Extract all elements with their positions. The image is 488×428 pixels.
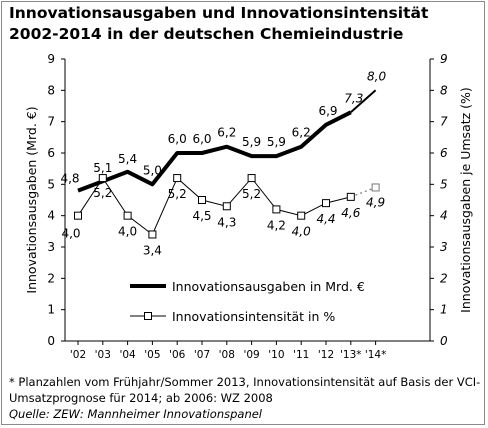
data-point-intensitaet: [272, 205, 281, 214]
data-point-intensitaet: [222, 202, 231, 211]
x-tick-label: '09: [243, 349, 259, 361]
x-tick-label: '05: [144, 349, 160, 361]
data-label-innovationsausgaben: 5,9: [242, 135, 261, 149]
series-line-innovationsausgaben-forecast: [350, 89, 377, 114]
x-tick-label: '14*: [365, 349, 387, 361]
chart-title: Innovationsausgaben und Innovationsinten…: [9, 4, 429, 43]
data-label-innovationsausgaben: 5,9: [267, 135, 286, 149]
y-tick-label-left: 6: [47, 146, 55, 160]
y-tick-label-right: 4: [440, 209, 448, 223]
x-tick-label: '04: [119, 349, 136, 361]
y-tick-label-right: 6: [440, 146, 448, 160]
legend-marker-intensitaet: [144, 312, 152, 320]
data-label-intensitaet: 4,6: [341, 206, 360, 220]
y-tick-label-right: 8: [440, 83, 448, 97]
y-tick-label-left: 2: [47, 271, 55, 285]
y-tick-label-right: 3: [440, 240, 448, 254]
x-tick-label: '11: [293, 349, 309, 361]
data-label-intensitaet: 4,0: [118, 225, 137, 239]
data-point-intensitaet: [148, 230, 157, 239]
data-point-intensitaet: [123, 211, 132, 220]
y-tick-label-left: 7: [47, 115, 55, 129]
data-label-innovationsausgaben: 6,9: [318, 104, 337, 118]
series-layer: [74, 89, 380, 239]
x-tick-label: '12: [318, 349, 334, 361]
data-point-intensitaet: [98, 174, 107, 183]
data-label-intensitaet: 5,2: [93, 186, 112, 200]
data-label-innovationsausgaben: 6,2: [292, 126, 311, 140]
y-tick-label-left: 0: [47, 334, 55, 348]
series-line-innovationsintensitaet: [77, 177, 351, 236]
x-tick-label: '07: [194, 349, 210, 361]
data-label-innovationsausgaben: 6,2: [217, 126, 236, 140]
data-label-intensitaet: 3,4: [143, 243, 162, 257]
data-label-intensitaet: 4,0: [61, 227, 80, 241]
x-tick-label: '02: [70, 349, 86, 361]
data-label-intensitaet: 4,4: [316, 212, 335, 226]
y-tick-label-right: 0: [440, 334, 448, 348]
data-label-intensitaet: 4,5: [192, 209, 211, 223]
data-point-intensitaet: [346, 192, 355, 201]
y-tick-label-left: 3: [47, 240, 55, 254]
data-point-intensitaet: [198, 196, 206, 204]
data-point-intensitaet: [297, 211, 306, 220]
data-point-intensitaet: [74, 211, 82, 220]
data-label-innovationsausgaben: 8,0: [367, 69, 386, 83]
y-tick-label-left: 4: [47, 209, 55, 223]
footnote-note: * Planzahlen vom Frühjahr/Sommer 2013, I…: [9, 375, 481, 405]
data-label-intensitaet: 4,0: [292, 225, 311, 239]
data-label-innovationsausgaben: 7,3: [344, 91, 363, 105]
legend-label-intensitaet: Innovationsintensität in %: [172, 309, 335, 324]
y-tick-label-left: 9: [47, 52, 55, 66]
y-tick-label-right: 5: [440, 177, 448, 191]
x-tick-label: '13*: [340, 349, 362, 361]
source-note: Quelle: ZEW: Mannheimer Innovationspanel: [9, 407, 263, 421]
x-tick-label: '08: [219, 349, 235, 361]
x-tick-label: '03: [95, 349, 111, 361]
data-label-intensitaet: 4,2: [267, 218, 286, 232]
data-label-intensitaet: 4,3: [217, 215, 236, 229]
y-tick-label-left: 8: [47, 83, 55, 97]
data-label-innovationsausgaben: 4,8: [60, 172, 79, 186]
y-tick-label-left: 1: [47, 303, 55, 317]
x-tick-label: '06: [169, 349, 186, 361]
y-axis-title-left: Innovationsausgaben (Mrd. €): [24, 106, 39, 293]
data-point-intensitaet: [322, 199, 330, 208]
data-point-intensitaet: [371, 183, 380, 192]
data-point-intensitaet: [247, 174, 256, 183]
data-label-intensitaet: 5,2: [168, 187, 187, 201]
axes: 0 0 1 1 2 2 3 3 4 4 5 5 6 6 7 7 8 8 9 9 '02 '03 '04 '05 '06 '07 '0…: [24, 52, 473, 361]
data-label-innovationsausgaben: 6,0: [192, 132, 211, 146]
legend: Innovationsausgaben in Mrd. € Innovations…: [130, 279, 365, 324]
y-axis-title-right: Innovationsausgaben je Umsatz (%): [458, 87, 473, 313]
data-label-innovationsausgaben: 5,0: [143, 163, 162, 177]
data-label-innovationsausgaben: 5,1: [93, 161, 112, 175]
y-tick-label-right: 7: [440, 115, 448, 129]
data-label-innovationsausgaben: 6,0: [168, 132, 187, 146]
y-tick-label-right: 9: [440, 52, 448, 66]
line-chart: 0 0 1 1 2 2 3 3 4 4 5 5 6 6 7 7 8 8 9 9 '02 '03 '04 '05 '06 '07 '0…: [24, 52, 473, 361]
y-tick-label-right: 1: [440, 303, 448, 317]
data-label-intensitaet: 5,2: [242, 187, 261, 201]
x-tick-label: '10: [268, 349, 284, 361]
data-label-intensitaet: 4,9: [366, 195, 385, 209]
data-labels: 4,8 5,1 5,4 5,0 6,0 6,0 6,2 5,9 5,9 6,2 6,9 7,3 8,0 4…: [60, 69, 386, 257]
y-tick-label-right: 2: [440, 271, 448, 285]
footnote: * Planzahlen vom Frühjahr/Sommer 2013, I…: [9, 374, 483, 422]
data-label-innovationsausgaben: 5,4: [118, 152, 137, 166]
data-point-intensitaet: [173, 174, 182, 183]
series-line-innovationsausgaben: [77, 110, 352, 193]
legend-label-innovationsausgaben: Innovationsausgaben in Mrd. €: [172, 279, 365, 294]
y-tick-label-left: 5: [47, 177, 55, 191]
